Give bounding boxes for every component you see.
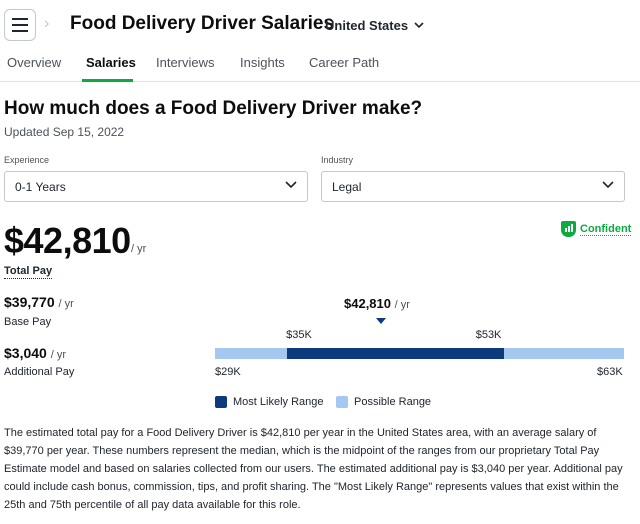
likely-range-bar xyxy=(287,348,504,359)
updated-date: Updated Sep 15, 2022 xyxy=(4,125,125,139)
additional-pay-unit: / yr xyxy=(50,349,66,361)
confidence-indicator[interactable]: Confident xyxy=(561,221,632,237)
salary-description: The estimated total pay for a Food Deliv… xyxy=(4,427,623,511)
experience-select[interactable]: 0-1 Years xyxy=(4,171,308,202)
tab-bar: Overview Salaries Interviews Insights Ca… xyxy=(0,48,640,82)
likely-high-label: $53K xyxy=(475,329,502,341)
likely-low-label: $35K xyxy=(286,329,312,341)
breadcrumb-chevron-icon: › xyxy=(44,15,50,32)
legend-possible: Possible Range xyxy=(336,396,431,408)
tab-insights[interactable]: Insights xyxy=(240,55,285,70)
median-pay-label: $42,810 / yr xyxy=(344,296,410,311)
tab-overview[interactable]: Overview xyxy=(7,55,62,70)
base-pay-label: Base Pay xyxy=(4,316,52,328)
range-min-label: $29K xyxy=(215,366,241,378)
country-selector[interactable]: United States xyxy=(325,18,424,33)
chevron-down-icon xyxy=(602,181,614,189)
chevron-down-icon xyxy=(285,181,297,189)
experience-label: Experience xyxy=(4,155,50,165)
page-header: › Food Delivery Driver Salaries United S… xyxy=(0,0,640,48)
legend-swatch-possible xyxy=(336,396,348,408)
total-pay-unit: / yr xyxy=(131,243,147,255)
menu-line-icon xyxy=(12,24,28,26)
chevron-down-icon xyxy=(414,22,424,29)
menu-line-icon xyxy=(12,18,28,20)
tab-salaries[interactable]: Salaries xyxy=(86,55,136,70)
menu-line-icon xyxy=(12,30,28,32)
confidence-label: Confident xyxy=(580,222,632,236)
tab-career-path[interactable]: Career Path xyxy=(309,55,380,70)
confidence-shield-icon xyxy=(561,221,576,237)
total-pay-amount: $42,810 xyxy=(4,220,131,261)
active-tab-indicator xyxy=(82,79,133,82)
industry-label: Industry xyxy=(321,155,354,165)
legend-swatch-likely xyxy=(215,396,227,408)
median-marker-icon xyxy=(376,318,387,324)
section-heading: How much does a Food Delivery Driver mak… xyxy=(4,98,423,119)
legend-likely: Most Likely Range xyxy=(215,396,324,408)
country-label: United States xyxy=(325,18,409,33)
base-pay-unit: / yr xyxy=(58,298,74,310)
tab-interviews[interactable]: Interviews xyxy=(156,55,215,70)
industry-value: Legal xyxy=(332,180,362,194)
industry-select[interactable]: Legal xyxy=(321,171,625,202)
additional-pay-label: Additional Pay xyxy=(4,366,75,378)
range-max-label: $63K xyxy=(597,366,623,378)
page-title: Food Delivery Driver Salaries xyxy=(70,13,335,34)
hamburger-menu-button[interactable] xyxy=(4,9,36,41)
total-pay-label[interactable]: Total Pay xyxy=(4,265,53,279)
base-pay-amount: $39,770 / yr xyxy=(4,294,74,310)
experience-value: 0-1 Years xyxy=(15,180,66,194)
additional-pay-amount: $3,040 / yr xyxy=(4,345,66,361)
